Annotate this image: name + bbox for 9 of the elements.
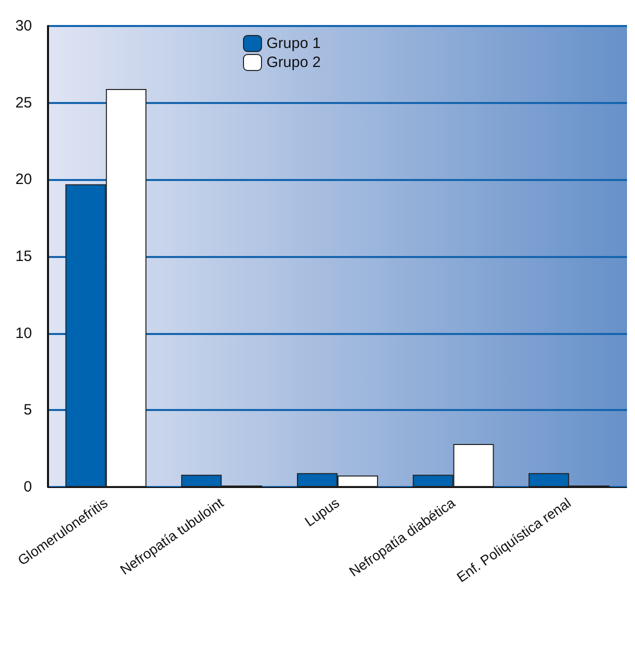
y-tick-label: 0 (24, 478, 32, 496)
y-tick-label: 15 (15, 248, 32, 265)
y-tick-label: 5 (24, 402, 32, 419)
y-tick-label: 30 (15, 18, 32, 34)
legend-label: Grupo 1 (266, 35, 321, 52)
y-tick-label: 20 (15, 171, 32, 188)
y-tick-label: 10 (15, 324, 32, 342)
legend-label: Grupo 2 (266, 54, 321, 71)
y-tick-label: 25 (15, 94, 32, 112)
